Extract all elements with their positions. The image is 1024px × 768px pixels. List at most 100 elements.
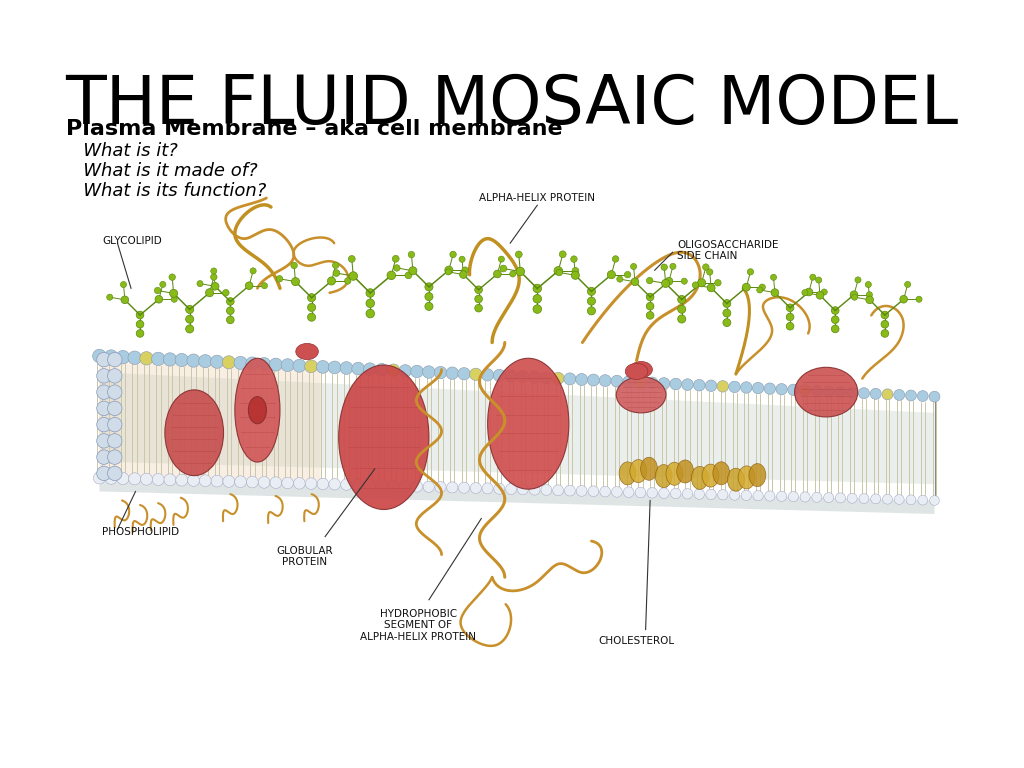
Polygon shape [99, 356, 321, 484]
Circle shape [852, 294, 858, 300]
Circle shape [646, 293, 654, 301]
Circle shape [894, 389, 904, 400]
Circle shape [821, 289, 827, 295]
Circle shape [96, 385, 112, 399]
Circle shape [170, 290, 178, 297]
Circle shape [787, 384, 799, 396]
Circle shape [93, 472, 105, 484]
Circle shape [529, 484, 540, 495]
Circle shape [776, 383, 787, 395]
Circle shape [199, 355, 212, 368]
Ellipse shape [702, 464, 719, 487]
Circle shape [399, 481, 411, 492]
Circle shape [349, 272, 357, 280]
Text: What is it made of?: What is it made of? [66, 162, 258, 180]
Circle shape [108, 401, 122, 415]
Circle shape [556, 270, 562, 276]
Circle shape [715, 280, 721, 286]
Circle shape [577, 485, 587, 496]
Circle shape [246, 357, 259, 370]
Text: OLIGOSACCHARIDE
SIDE CHAIN: OLIGOSACCHARIDE SIDE CHAIN [677, 240, 778, 261]
Circle shape [742, 283, 751, 291]
Circle shape [348, 256, 355, 263]
Text: GLYCOLIPID: GLYCOLIPID [102, 237, 162, 247]
Circle shape [658, 378, 670, 389]
Circle shape [352, 362, 365, 375]
Circle shape [800, 385, 811, 396]
Circle shape [678, 315, 686, 323]
Circle shape [475, 286, 482, 293]
Circle shape [136, 311, 144, 319]
Circle shape [776, 492, 786, 502]
Circle shape [316, 360, 330, 373]
Circle shape [623, 376, 635, 388]
Circle shape [366, 289, 375, 297]
Circle shape [136, 329, 144, 337]
Ellipse shape [630, 362, 652, 378]
Circle shape [588, 306, 596, 315]
Ellipse shape [626, 363, 648, 379]
Circle shape [729, 381, 740, 392]
Ellipse shape [795, 367, 858, 417]
Circle shape [96, 450, 112, 465]
Circle shape [470, 482, 481, 494]
Circle shape [532, 305, 542, 313]
Circle shape [506, 484, 516, 495]
Circle shape [106, 294, 113, 300]
Circle shape [753, 491, 763, 501]
Circle shape [425, 283, 433, 291]
Circle shape [333, 270, 340, 276]
Circle shape [445, 269, 452, 275]
Circle shape [831, 325, 839, 333]
Circle shape [631, 278, 639, 286]
Text: What is it?: What is it? [66, 142, 178, 160]
Circle shape [646, 377, 658, 389]
Circle shape [575, 373, 588, 386]
Circle shape [352, 479, 364, 491]
Circle shape [317, 478, 329, 490]
Circle shape [564, 373, 575, 385]
Circle shape [723, 319, 731, 326]
Ellipse shape [249, 396, 266, 424]
Circle shape [211, 283, 219, 290]
Circle shape [292, 277, 300, 286]
Circle shape [515, 251, 522, 258]
Circle shape [517, 370, 529, 382]
Circle shape [625, 271, 631, 278]
Circle shape [261, 283, 267, 289]
Circle shape [847, 387, 858, 398]
Circle shape [446, 482, 458, 493]
Circle shape [662, 280, 670, 287]
Circle shape [116, 350, 130, 364]
Text: Plasma Membrane – aka cell membrane: Plasma Membrane – aka cell membrane [66, 118, 562, 138]
Circle shape [682, 379, 693, 390]
Circle shape [104, 350, 118, 363]
Circle shape [406, 272, 412, 279]
Circle shape [717, 381, 728, 392]
Circle shape [517, 484, 528, 495]
Circle shape [616, 276, 623, 282]
Circle shape [646, 312, 654, 319]
Circle shape [748, 269, 754, 275]
Circle shape [658, 488, 670, 498]
Text: What is its function?: What is its function? [66, 182, 266, 200]
Circle shape [810, 274, 816, 280]
Circle shape [482, 483, 494, 494]
Circle shape [823, 386, 835, 397]
Circle shape [831, 306, 839, 314]
Circle shape [635, 487, 646, 498]
Circle shape [96, 369, 112, 383]
Circle shape [155, 296, 163, 303]
Circle shape [462, 267, 468, 273]
Ellipse shape [620, 462, 636, 485]
Circle shape [117, 472, 129, 485]
Polygon shape [99, 372, 935, 484]
Circle shape [588, 486, 599, 497]
Circle shape [333, 262, 339, 269]
Circle shape [171, 296, 177, 303]
Circle shape [588, 374, 599, 386]
Circle shape [647, 488, 657, 498]
Circle shape [692, 282, 698, 288]
Circle shape [494, 369, 506, 382]
Circle shape [541, 485, 552, 495]
